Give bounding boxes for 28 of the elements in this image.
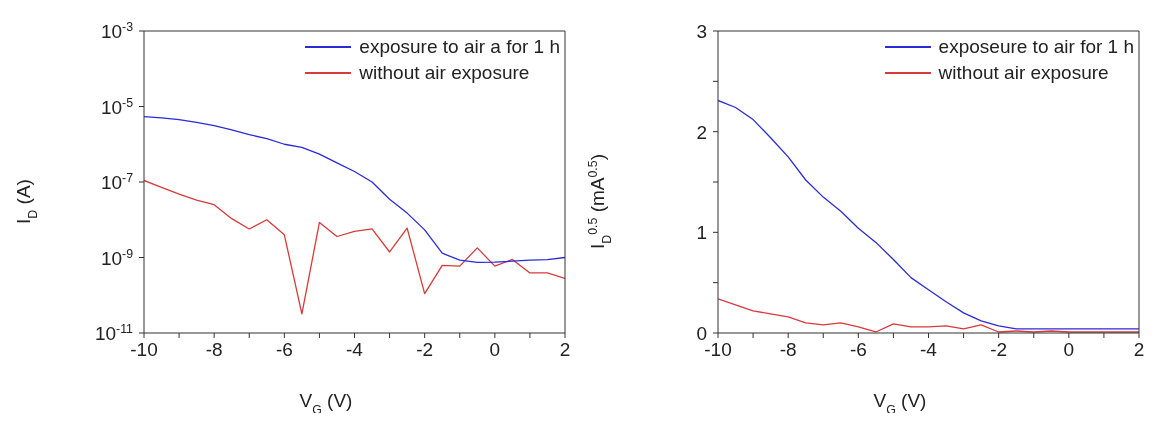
line-series xyxy=(144,115,565,264)
x-tick-label: -6 xyxy=(275,339,293,360)
x-tick-label: -4 xyxy=(920,339,938,360)
y-tick-label: 10$^{-5}$ xyxy=(100,95,134,118)
x-tick-label: -6 xyxy=(849,339,867,360)
x-tick-label: -8 xyxy=(779,339,797,360)
x-tick-label: -2 xyxy=(416,339,434,360)
line-series xyxy=(718,99,1139,330)
x-tick-label: -2 xyxy=(990,339,1008,360)
x-tick-label: 0 xyxy=(1063,339,1075,360)
y-tick-label: 10$^{-3}$ xyxy=(100,20,134,42)
x-tick-label: -4 xyxy=(346,339,364,360)
y-tick-label: 2 xyxy=(696,121,707,143)
y-tick-label: 1 xyxy=(696,222,707,244)
x-tick-label: -8 xyxy=(205,339,223,360)
y-tick-label: 10$^{-9}$ xyxy=(100,246,134,269)
x-tick-label: 2 xyxy=(559,339,571,360)
y-tick-label: 10$^{-7}$ xyxy=(100,171,134,193)
x-tick-label: 0 xyxy=(489,339,501,360)
line-series xyxy=(144,179,565,315)
y-tick-label: 3 xyxy=(696,21,707,42)
y-tick-label: 0 xyxy=(696,323,707,344)
x-tick-label: -10 xyxy=(704,339,732,360)
legend-label: without air exposure xyxy=(359,61,530,85)
x-tick-label: 2 xyxy=(1133,339,1145,360)
legend-label: exposeure to air for 1 h xyxy=(938,35,1134,59)
legend-label: without air exposure xyxy=(938,61,1109,85)
legend-label: exposure to air a for 1 h xyxy=(359,35,560,59)
